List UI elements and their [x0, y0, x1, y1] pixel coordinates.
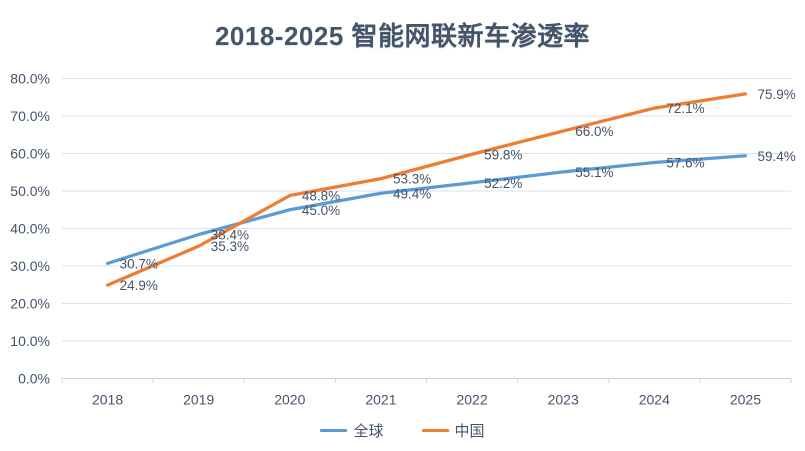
svg-text:49.4%: 49.4%	[393, 186, 431, 201]
svg-text:70.0%: 70.0%	[10, 108, 50, 124]
svg-text:60.0%: 60.0%	[10, 146, 50, 162]
svg-text:2024: 2024	[639, 392, 670, 408]
svg-text:2020: 2020	[274, 392, 305, 408]
svg-text:2025: 2025	[730, 392, 761, 408]
svg-text:55.1%: 55.1%	[575, 165, 613, 180]
svg-text:48.8%: 48.8%	[302, 189, 340, 204]
svg-text:40.0%: 40.0%	[10, 221, 50, 237]
legend-item-china: 中国	[421, 420, 485, 441]
legend-item-global: 全球	[320, 420, 384, 441]
chart-title: 2018-2025 智能网联新车渗透率	[214, 21, 591, 51]
svg-text:59.8%: 59.8%	[484, 147, 522, 162]
svg-text:53.3%: 53.3%	[393, 172, 431, 187]
svg-text:2021: 2021	[365, 392, 396, 408]
svg-text:75.9%: 75.9%	[757, 87, 795, 102]
svg-text:30.0%: 30.0%	[10, 258, 50, 274]
svg-text:10.0%: 10.0%	[10, 333, 50, 349]
svg-text:72.1%: 72.1%	[666, 101, 704, 116]
svg-text:24.9%: 24.9%	[120, 278, 158, 293]
svg-text:20.0%: 20.0%	[10, 296, 50, 312]
svg-text:66.0%: 66.0%	[575, 124, 613, 139]
svg-text:52.2%: 52.2%	[484, 176, 522, 191]
svg-text:59.4%: 59.4%	[757, 149, 795, 164]
legend-line-swatch-china	[421, 429, 449, 432]
legend-label-china: 中国	[454, 423, 485, 440]
svg-text:50.0%: 50.0%	[10, 183, 50, 199]
svg-text:30.7%: 30.7%	[120, 256, 158, 271]
svg-text:80.0%: 80.0%	[10, 71, 50, 87]
svg-text:2022: 2022	[456, 392, 487, 408]
legend-line-swatch-global	[320, 429, 348, 432]
svg-text:57.6%: 57.6%	[666, 156, 704, 171]
legend-label-global: 全球	[353, 423, 384, 440]
svg-text:45.0%: 45.0%	[302, 203, 340, 218]
svg-text:2023: 2023	[548, 392, 579, 408]
svg-text:2019: 2019	[183, 392, 214, 408]
svg-text:38.4%: 38.4%	[211, 228, 249, 243]
legend: 全球 中国	[0, 420, 805, 441]
svg-text:2018: 2018	[92, 392, 123, 408]
svg-text:0.0%: 0.0%	[18, 371, 50, 387]
svg-text:35.3%: 35.3%	[211, 239, 249, 254]
